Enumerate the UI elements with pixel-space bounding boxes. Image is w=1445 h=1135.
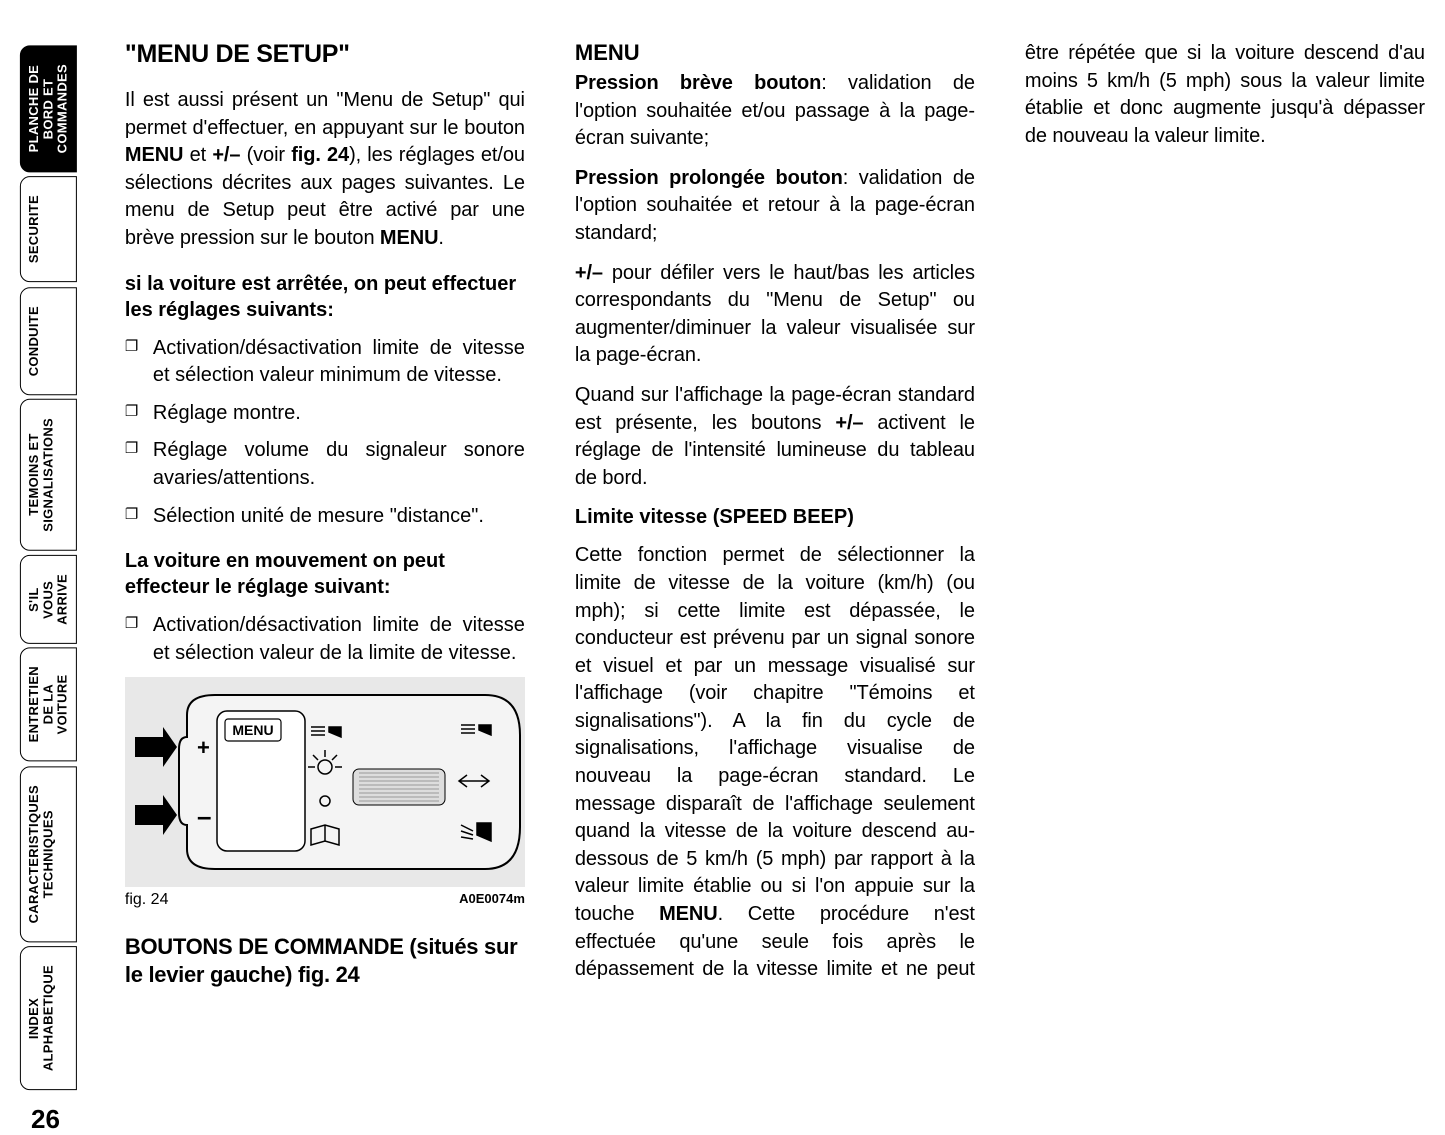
list-item: Réglage montre. [125, 400, 525, 428]
label-pression-prolongee: Pression prolongée bouton [575, 167, 843, 189]
text: (voir [240, 144, 291, 166]
tab-caracteristiques[interactable]: CARACTERISTIQUESTECHNIQUES [20, 766, 77, 942]
page-content: "MENU DE SETUP" Il est aussi présent un … [77, 0, 1445, 1026]
heading-menu-de-setup: "MENU DE SETUP" [125, 40, 525, 69]
settings-list-moving: Activation/désactivation limite de vites… [125, 612, 525, 667]
tab-securite[interactable]: SECURITE [20, 176, 77, 282]
text: et [183, 144, 212, 166]
tab-entretien[interactable]: ENTRETIENDE LA VOITURE [20, 647, 77, 761]
page-number: 26 [14, 1104, 77, 1135]
figure-number: fig. 24 [125, 891, 169, 909]
tab-conduite[interactable]: CONDUITE [20, 287, 77, 395]
subhead-limite-vitesse: Limite vitesse (SPEED BEEP) [575, 504, 975, 530]
intro-paragraph: Il est aussi présent un "Menu de Setup" … [125, 87, 525, 253]
p-standard-screen: Quand sur l'affichage la page-écran stan… [575, 382, 975, 492]
manual-page: PLANCHE DEBORD ETCOMMANDES SECURITE COND… [0, 0, 1445, 1026]
text: Cette fonction permet de sélectionner la… [575, 544, 975, 925]
tab-index[interactable]: INDEXALPHABETIQUE [20, 946, 77, 1090]
tab-planche-de-bord[interactable]: PLANCHE DEBORD ETCOMMANDES [20, 45, 77, 172]
subhead-voiture-arretee: si la voiture est arrêtée, on peut effec… [125, 271, 525, 323]
heading-boutons-commande: BOUTONS DE COMMANDE (situés sur le levie… [125, 933, 525, 988]
tab-temoins[interactable]: TEMOINS ETSIGNALISATIONS [20, 399, 77, 551]
tab-sil-vous-arrive[interactable]: S'IL VOUSARRIVE [20, 555, 77, 644]
label-menu: MENU [380, 227, 439, 249]
label-pression-breve: Pression brève bouton [575, 72, 821, 94]
figure-caption: fig. 24 A0E0074m [125, 891, 525, 909]
heading-menu: MENU [575, 40, 975, 66]
svg-text:–: – [197, 801, 211, 831]
text: Il est aussi présent un "Menu de Setup" … [125, 89, 525, 139]
subhead-voiture-mouvement: La voiture en mouvement on peut effecteu… [125, 548, 525, 600]
label-menu: MENU [125, 144, 184, 166]
side-tabs: PLANCHE DEBORD ETCOMMANDES SECURITE COND… [0, 0, 77, 1026]
text: . [438, 227, 443, 249]
label-menu: MENU [659, 903, 718, 925]
p-pression-breve: Pression brève bouton: validation de l'o… [575, 70, 975, 153]
list-item: Réglage volume du signaleur sonore avari… [125, 437, 525, 492]
p-plus-minus: +/– pour défiler vers le haut/bas les ar… [575, 260, 975, 370]
figure-code: A0E0074m [459, 891, 525, 909]
p-pression-prolongee: Pression prolongée bouton: validation de… [575, 165, 975, 248]
settings-list-stopped: Activation/désactivation limite de vites… [125, 335, 525, 531]
ref-fig24: fig. 24 [291, 144, 349, 166]
list-item: Activation/désactivation limite de vites… [125, 612, 525, 667]
svg-text:+: + [197, 735, 210, 760]
svg-text:MENU: MENU [232, 722, 273, 738]
text: pour défiler vers le haut/bas les articl… [575, 262, 975, 367]
list-item: Activation/désactivation limite de vites… [125, 335, 525, 390]
label-plus-minus: +/– [212, 144, 240, 166]
label-plus-minus: +/– [575, 262, 603, 284]
list-item: Sélection unité de mesure "distance". [125, 503, 525, 531]
label-plus-minus: +/– [835, 412, 863, 434]
figure-24: + – MENU [125, 677, 525, 909]
